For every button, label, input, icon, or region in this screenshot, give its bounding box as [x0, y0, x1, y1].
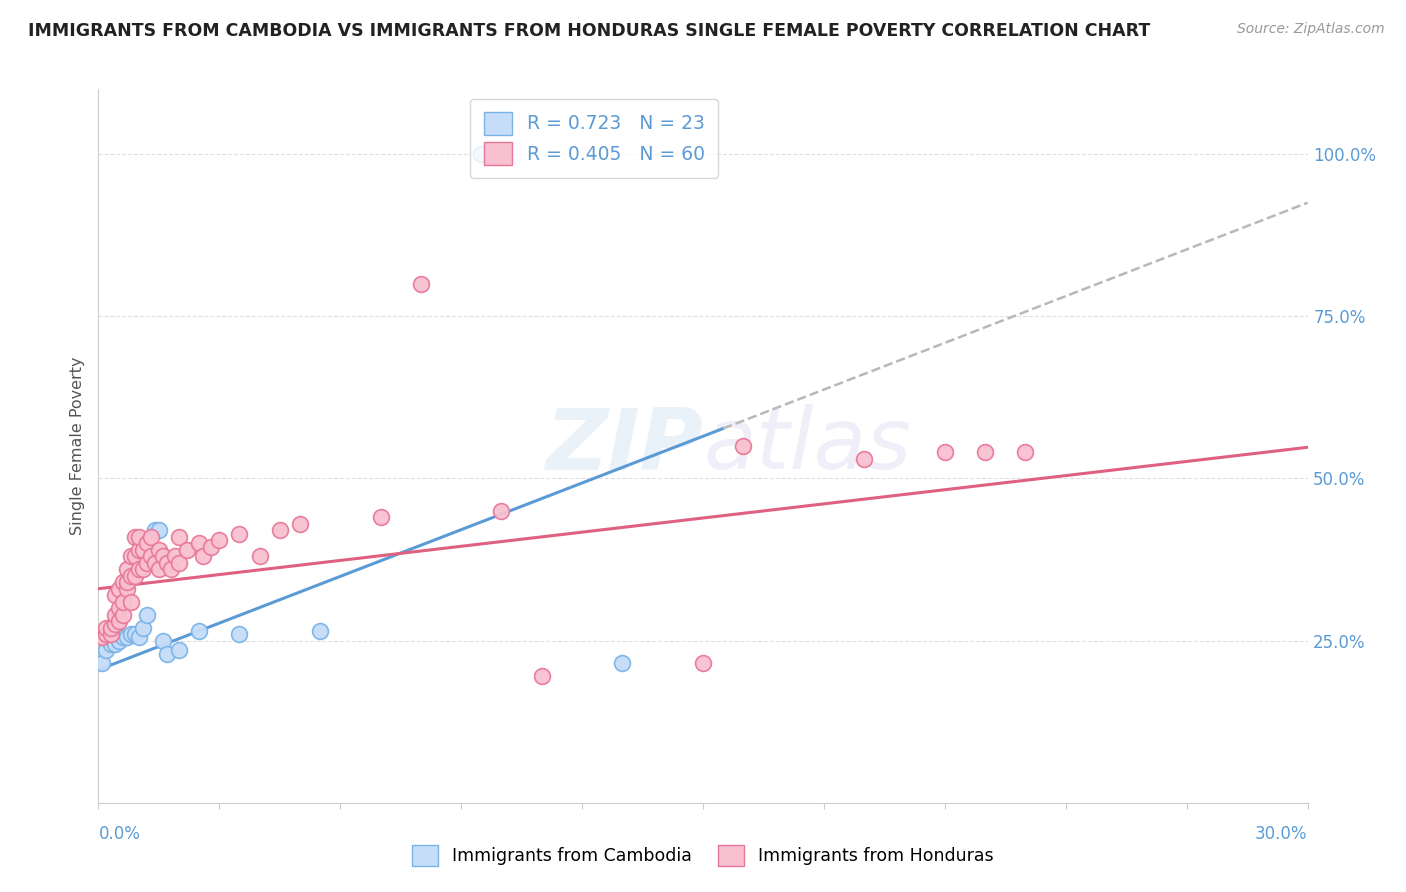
- Point: [96, 621, 118, 635]
- Point: [143, 524, 166, 538]
- Point: [120, 568, 142, 582]
- Point: [249, 549, 271, 564]
- Point: [111, 575, 134, 590]
- Text: atlas: atlas: [703, 404, 911, 488]
- Text: ZIP: ZIP: [546, 404, 703, 488]
- Point: [128, 562, 150, 576]
- Point: [152, 549, 174, 564]
- Point: [156, 556, 179, 570]
- Point: [96, 643, 118, 657]
- Point: [132, 562, 155, 576]
- Point: [107, 614, 129, 628]
- Point: [103, 588, 125, 602]
- Y-axis label: Single Female Poverty: Single Female Poverty: [70, 357, 86, 535]
- Point: [107, 582, 129, 596]
- Point: [124, 627, 146, 641]
- Point: [974, 445, 997, 459]
- Point: [288, 516, 311, 531]
- Point: [107, 601, 129, 615]
- Point: [148, 562, 170, 576]
- Point: [193, 549, 215, 564]
- Point: [409, 277, 432, 291]
- Point: [91, 657, 114, 671]
- Point: [167, 643, 190, 657]
- Text: IMMIGRANTS FROM CAMBODIA VS IMMIGRANTS FROM HONDURAS SINGLE FEMALE POVERTY CORRE: IMMIGRANTS FROM CAMBODIA VS IMMIGRANTS F…: [28, 22, 1150, 40]
- Point: [111, 631, 134, 645]
- Point: [115, 631, 138, 645]
- Point: [128, 542, 150, 557]
- Point: [115, 575, 138, 590]
- Point: [91, 631, 114, 645]
- Point: [103, 607, 125, 622]
- Point: [111, 607, 134, 622]
- Point: [96, 627, 118, 641]
- Point: [120, 627, 142, 641]
- Text: 30.0%: 30.0%: [1256, 825, 1308, 843]
- Point: [370, 510, 392, 524]
- Point: [491, 504, 513, 518]
- Point: [160, 562, 183, 576]
- Point: [100, 627, 122, 641]
- Point: [135, 607, 157, 622]
- Point: [208, 533, 231, 547]
- Point: [139, 530, 162, 544]
- Point: [120, 549, 142, 564]
- Point: [103, 617, 125, 632]
- Text: Source: ZipAtlas.com: Source: ZipAtlas.com: [1237, 22, 1385, 37]
- Point: [115, 582, 138, 596]
- Point: [733, 439, 755, 453]
- Point: [124, 549, 146, 564]
- Point: [103, 637, 125, 651]
- Point: [124, 530, 146, 544]
- Point: [612, 657, 634, 671]
- Point: [132, 621, 155, 635]
- Text: 0.0%: 0.0%: [98, 825, 141, 843]
- Point: [107, 633, 129, 648]
- Point: [135, 536, 157, 550]
- Point: [309, 624, 332, 638]
- Point: [200, 540, 222, 554]
- Point: [124, 568, 146, 582]
- Point: [163, 549, 186, 564]
- Point: [148, 542, 170, 557]
- Point: [100, 637, 122, 651]
- Point: [132, 542, 155, 557]
- Point: [934, 445, 956, 459]
- Point: [228, 526, 250, 541]
- Point: [111, 595, 134, 609]
- Point: [143, 556, 166, 570]
- Point: [853, 452, 876, 467]
- Point: [692, 657, 714, 671]
- Point: [100, 621, 122, 635]
- Point: [128, 530, 150, 544]
- Point: [176, 542, 198, 557]
- Point: [152, 633, 174, 648]
- Point: [156, 647, 179, 661]
- Point: [269, 524, 291, 538]
- Point: [167, 530, 190, 544]
- Point: [148, 524, 170, 538]
- Point: [120, 595, 142, 609]
- Point: [139, 549, 162, 564]
- Legend: Immigrants from Cambodia, Immigrants from Honduras: Immigrants from Cambodia, Immigrants fro…: [402, 834, 1004, 876]
- Point: [128, 631, 150, 645]
- Point: [115, 562, 138, 576]
- Point: [139, 556, 162, 570]
- Point: [188, 624, 211, 638]
- Point: [135, 556, 157, 570]
- Point: [167, 556, 190, 570]
- Point: [470, 147, 492, 161]
- Point: [188, 536, 211, 550]
- Point: [530, 669, 553, 683]
- Point: [228, 627, 250, 641]
- Point: [1014, 445, 1036, 459]
